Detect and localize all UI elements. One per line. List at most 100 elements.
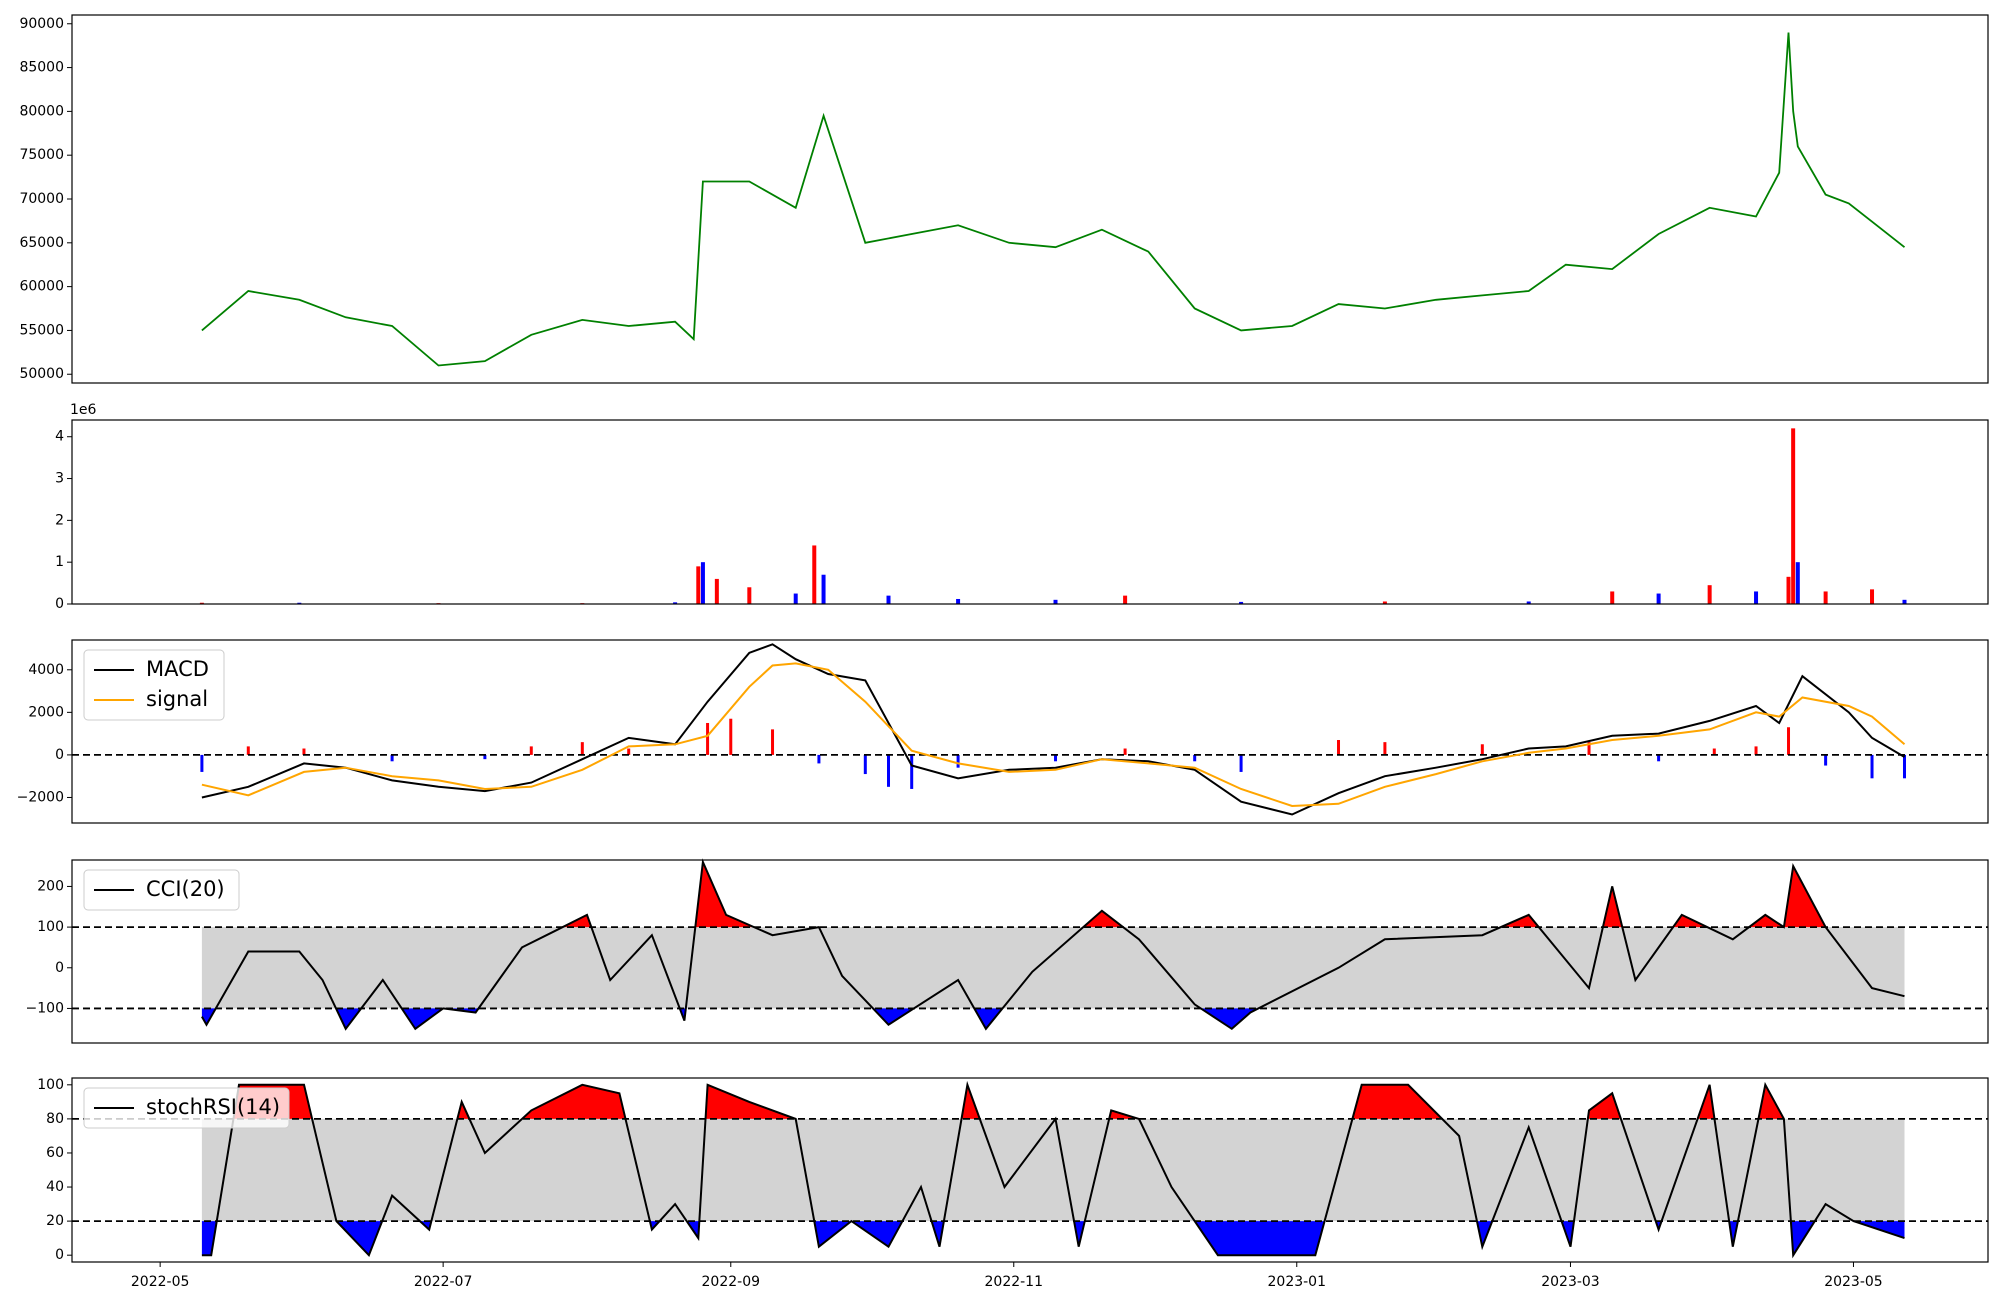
volume-bar xyxy=(747,587,752,604)
volume-bar xyxy=(714,578,719,604)
volume-bar xyxy=(696,566,701,604)
signal-line xyxy=(201,662,1906,808)
volume-bar xyxy=(1795,562,1800,604)
price-line xyxy=(201,32,1906,367)
macd-histogram-bar xyxy=(200,754,204,772)
y-tick-label: 200 xyxy=(37,878,64,894)
volume-bar xyxy=(1239,601,1244,604)
y-tick-label: 0 xyxy=(55,960,64,976)
x-tick-label: 2023-03 xyxy=(1541,1274,1600,1290)
macd-histogram-bar xyxy=(1383,742,1387,755)
macd-histogram-bar xyxy=(1754,746,1758,755)
macd-panel-frame xyxy=(71,639,1989,824)
volume-bar xyxy=(1382,601,1387,604)
oscillator-legend xyxy=(83,1087,290,1129)
y-tick-label: 0 xyxy=(55,596,64,612)
legend-label: stochRSI(14) xyxy=(146,1095,280,1119)
macd-line xyxy=(201,643,1906,816)
y-tick-label: 2000 xyxy=(28,704,64,720)
volume-bar xyxy=(956,598,961,604)
volume-bar xyxy=(673,602,678,604)
volume-bar xyxy=(297,602,302,604)
y-tick-label: 1 xyxy=(55,554,64,570)
volume-bar xyxy=(1526,601,1531,604)
oscillator-legend xyxy=(83,869,240,911)
y-tick-label: 2 xyxy=(55,512,64,528)
macd-histogram-bar xyxy=(1657,754,1661,762)
volume-bar xyxy=(1791,428,1796,604)
y-tick-label: −100 xyxy=(26,1000,64,1016)
oscillator-line xyxy=(201,858,1905,1031)
oscillator-line xyxy=(201,1080,1905,1259)
y-tick-label: 40 xyxy=(46,1179,64,1195)
volume-bar xyxy=(700,562,705,604)
y-tick-label: 85000 xyxy=(19,60,64,76)
legend-label: MACD xyxy=(146,657,209,681)
x-tick-label: 2022-05 xyxy=(131,1274,190,1290)
x-tick-label: 2023-05 xyxy=(1824,1274,1883,1290)
macd-histogram-bar xyxy=(956,754,960,768)
macd-histogram-bar xyxy=(580,742,584,755)
volume-bar xyxy=(1786,576,1791,604)
y-tick-label: 60000 xyxy=(19,279,64,295)
macd-histogram-bar xyxy=(1902,754,1906,779)
y-tick-label: 4000 xyxy=(28,662,64,678)
y-tick-label: 80 xyxy=(46,1111,64,1127)
y-tick-label: 100 xyxy=(37,919,64,935)
x-tick-label: 2022-11 xyxy=(985,1274,1044,1290)
y-tick-label: 3 xyxy=(55,471,64,487)
volume-bar xyxy=(1870,589,1875,604)
y-tick-label: 80000 xyxy=(19,103,64,119)
oscillator-panel-frame xyxy=(71,859,1989,1044)
macd-histogram-bar xyxy=(1123,748,1127,755)
oversold-fill xyxy=(201,1008,1905,1029)
y-tick-label: 65000 xyxy=(19,235,64,251)
macd-histogram-bar xyxy=(1337,740,1341,755)
macd-histogram-bar xyxy=(246,746,250,755)
macd-histogram-bar xyxy=(529,746,533,755)
y-tick-label: 70000 xyxy=(19,191,64,207)
macd-histogram-bar xyxy=(729,718,733,755)
macd-histogram-bar xyxy=(390,754,394,762)
y-tick-label: 0 xyxy=(55,747,64,763)
macd-histogram-bar xyxy=(1787,727,1791,755)
oscillator-panel-frame xyxy=(71,1077,1989,1263)
volume-bar xyxy=(1610,591,1615,604)
y-tick-label: 0 xyxy=(55,1247,64,1263)
macd-histogram-bar xyxy=(1587,742,1591,755)
volume-bar xyxy=(886,595,891,604)
volume-bar xyxy=(821,574,826,604)
macd-histogram-bar xyxy=(771,729,775,755)
y-tick-label: 60 xyxy=(46,1145,64,1161)
volume-bar xyxy=(793,593,798,604)
volume-bar xyxy=(1902,599,1907,604)
macd-histogram-bar xyxy=(627,748,631,755)
macd-histogram-bar xyxy=(302,748,306,755)
y-tick-label: 100 xyxy=(37,1077,64,1093)
y-tick-label: 55000 xyxy=(19,322,64,338)
volume-bar xyxy=(1656,593,1661,604)
macd-legend xyxy=(83,649,225,721)
macd-histogram-bar xyxy=(1824,754,1828,766)
macd-histogram-bar xyxy=(817,754,821,764)
y-tick-label: 75000 xyxy=(19,147,64,163)
price-panel-frame xyxy=(71,14,1989,384)
macd-histogram-bar xyxy=(1239,754,1243,772)
volume-bar xyxy=(1754,591,1759,604)
volume-bar xyxy=(812,545,817,604)
oversold-fill xyxy=(201,1221,1905,1256)
macd-histogram-bar xyxy=(887,754,891,787)
y-tick-label: 20 xyxy=(46,1213,64,1229)
macd-histogram-bar xyxy=(863,754,867,775)
volume-bar xyxy=(1707,585,1712,604)
legend-label: CCI(20) xyxy=(146,877,225,901)
macd-histogram-bar xyxy=(1870,754,1874,779)
volume-bar xyxy=(1123,595,1128,604)
volume-scale-label: 1e6 xyxy=(70,402,97,418)
macd-histogram-bar xyxy=(1712,748,1716,755)
legend-label: signal xyxy=(146,687,208,711)
y-tick-label: 90000 xyxy=(19,16,64,32)
volume-bar xyxy=(199,602,204,604)
volume-panel-frame xyxy=(71,419,1989,605)
y-tick-label: 4 xyxy=(55,429,64,445)
